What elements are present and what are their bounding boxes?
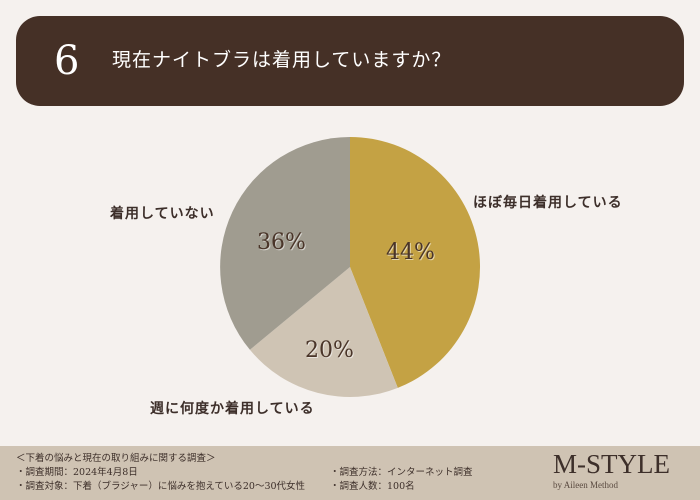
survey-method: ・調査方法：インターネット調査 [330,467,473,478]
brand-tagline: by Aileen Method [553,480,618,490]
survey-target: ・調査対象：下着（ブラジャー）に悩みを抱えている20〜30代女性 [16,481,306,492]
slice-none [220,137,350,350]
survey-footer [0,446,700,500]
pct-weekly: 20% [305,338,354,363]
slice-weekly [249,267,398,397]
slice-daily [350,137,481,388]
pct-daily: 44% [386,240,435,265]
survey-count: ・調査人数：100名 [330,481,415,492]
label-daily: ほぼ毎日着用している [473,195,623,211]
label-weekly: 週に何度か着用している [150,401,315,417]
label-none: 着用していない [110,206,215,222]
question-number: 6 [54,38,80,84]
survey-title: ＜下着の悩みと現在の取り組みに関する調査＞ [16,453,216,464]
question-header: 6 現在ナイトブラは着用していますか？ [16,16,684,106]
pct-none: 36% [257,230,306,255]
question-title: 現在ナイトブラは着用していますか？ [112,49,452,71]
brand-logo: M-STYLE [553,449,670,479]
survey-period: ・調査期間：2024年4月8日 [16,467,138,478]
